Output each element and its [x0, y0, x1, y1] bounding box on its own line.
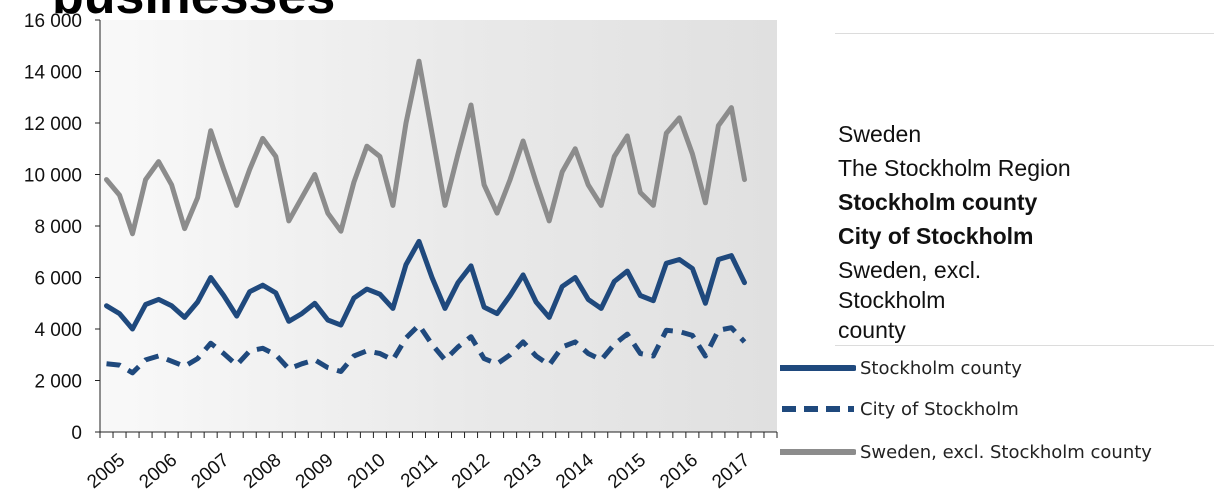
series-layer: [104, 58, 747, 376]
y-tick-label: 4 000: [34, 320, 82, 341]
x-tick-label: 2014: [552, 449, 598, 493]
y-tick-label: 2 000: [34, 372, 82, 393]
legend-swatch-solid-grey: [780, 449, 856, 455]
menu-item-stockholm-region[interactable]: The Stockholm Region: [838, 155, 1071, 181]
y-tick-label: 6 000: [34, 269, 82, 290]
x-tick-label: 2006: [135, 450, 181, 493]
series-line-1: [106, 322, 747, 376]
y-axis: 0 2 000 4 000 6 000 8 000 10 000 12 000 14 000 1…: [24, 11, 101, 444]
page-title: businesses: [52, 0, 335, 22]
x-tick-label: 2011: [397, 450, 442, 492]
y-tick-label: 14 000: [24, 63, 82, 84]
divider-top: [835, 33, 1214, 34]
x-tick-label: 2007: [188, 450, 234, 493]
legend-swatch-solid-blue: [780, 365, 856, 371]
y-tick-label: 0: [71, 423, 82, 444]
legend-label: Stockholm county: [860, 357, 1022, 379]
x-axis: 2005 2006 2007 2008 2009 2010 2011 2012 2013 2014…: [83, 431, 778, 493]
legend-item-sweden-excl: Sweden, excl. Stockholm county: [780, 438, 1152, 466]
legend-item-city-of-stockholm: City of Stockholm: [780, 395, 1019, 423]
y-tick-label: 16 000: [24, 11, 82, 32]
y-tick-label: 12 000: [24, 114, 82, 135]
region-menu: Sweden The Stockholm Region Stockholm co…: [838, 117, 1071, 345]
legend-swatch-dashed-blue: [782, 406, 854, 412]
legend-item-stockholm-county: Stockholm county: [780, 354, 1022, 382]
x-tick-label: 2009: [292, 450, 338, 493]
x-tick-label: 2015: [604, 450, 650, 493]
x-tick-label: 2012: [448, 450, 494, 493]
x-tick-label: 2013: [500, 450, 546, 493]
legend-label: Sweden, excl. Stockholm county: [860, 441, 1152, 463]
x-tick-label: 2016: [656, 450, 702, 493]
x-tick-label: 2017: [708, 450, 754, 493]
x-tick-label: 2010: [344, 450, 390, 493]
menu-item-stockholm-county[interactable]: Stockholm county: [838, 189, 1038, 215]
series-line-2: [104, 58, 747, 237]
y-tick-label: 8 000: [34, 217, 82, 238]
legend-label: City of Stockholm: [860, 398, 1019, 420]
series-line-0: [104, 238, 747, 332]
menu-item-sweden-excl[interactable]: Sweden, excl. Stockholm county: [838, 257, 982, 343]
y-tick-label: 10 000: [24, 166, 82, 187]
x-tick-label: 2008: [240, 450, 286, 493]
divider-bottom: [835, 345, 1214, 346]
x-tick-label: 2005: [83, 450, 129, 493]
plot-area: [100, 20, 777, 432]
menu-item-sweden[interactable]: Sweden: [838, 121, 922, 147]
menu-item-city-of-stockholm[interactable]: City of Stockholm: [838, 223, 1034, 249]
